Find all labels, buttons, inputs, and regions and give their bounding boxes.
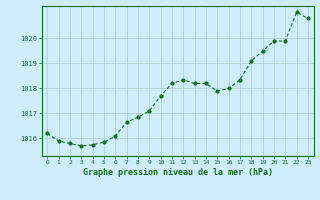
X-axis label: Graphe pression niveau de la mer (hPa): Graphe pression niveau de la mer (hPa) bbox=[83, 168, 273, 177]
